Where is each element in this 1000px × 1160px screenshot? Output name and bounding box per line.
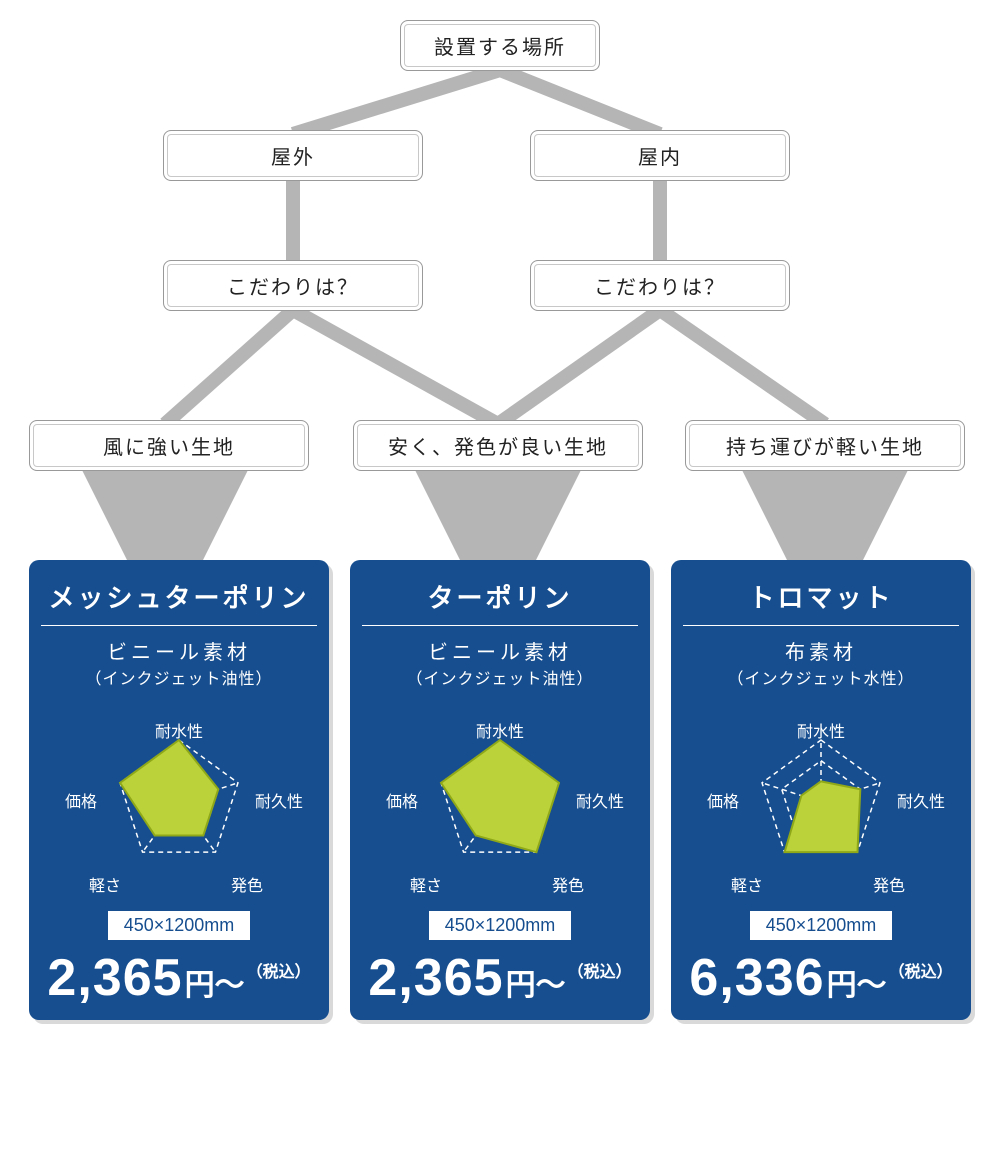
flowchart-container: 設置する場所屋外 屋内こだわりは？ こだわりは？ 風に強い生地安く、発色が良い生地持ち… [0,0,1000,1160]
node-l4-2: 持ち運びが軽い生地 [685,420,965,471]
product-material: 布素材 [683,636,959,665]
product-size: 450×1200mm [108,911,251,940]
price-tax: （税込） [889,958,953,982]
node-l2-1: 屋内 [530,130,790,181]
node-l3-1: こだわりは？ [530,260,790,311]
price-unit: 円～ [827,960,887,1004]
radar-chart: 耐水性耐久性発色 軽さ 価格 [49,697,309,897]
radar-axis-label: 発色 [873,872,905,896]
radar-axis-label: 耐水性 [155,718,203,742]
price-number: 6,336 [689,948,824,1008]
radar-axis-label: 軽さ [89,872,121,896]
node-l2-0: 屋外 [163,130,423,181]
product-title: メッシュターポリン [41,578,317,626]
radar-axis-label: 価格 [386,788,418,812]
node-l3-0: こだわりは？ [163,260,423,311]
product-size: 450×1200mm [750,911,893,940]
product-material: ビニール素材 [362,636,638,665]
node-l4-1: 安く、発色が良い生地 [353,420,643,471]
product-title: ターポリン [362,578,638,626]
radar-axis-label: 耐水性 [797,718,845,742]
product-card-2: トロマット布素材（インクジェット水性） 耐水性耐久性発色 軽さ 価格 450×1200m… [671,560,971,1020]
radar-axis-label: 価格 [707,788,739,812]
product-material: ビニール素材 [41,636,317,665]
radar-chart: 耐水性耐久性発色 軽さ 価格 [370,697,630,897]
radar-chart: 耐水性耐久性発色 軽さ 価格 [691,697,951,897]
radar-axis-label: 耐水性 [476,718,524,742]
radar-axis-label: 耐久性 [255,788,303,812]
product-price-row: 2,365円～（税込） [41,948,317,1008]
radar-axis-label: 耐久性 [897,788,945,812]
price-tax: （税込） [568,958,632,982]
product-title: トロマット [683,578,959,626]
radar-axis-label: 価格 [65,788,97,812]
product-ink: （インクジェット水性） [683,665,959,689]
price-unit: 円～ [185,960,245,1004]
product-card-0: メッシュターポリンビニール素材（インクジェット油性） 耐水性耐久性発色 軽さ 価格 45… [29,560,329,1020]
price-number: 2,365 [47,948,182,1008]
product-price-row: 6,336円～（税込） [683,948,959,1008]
radar-axis-label: 発色 [231,872,263,896]
product-ink: （インクジェット油性） [362,665,638,689]
radar-axis-label: 発色 [552,872,584,896]
price-number: 2,365 [368,948,503,1008]
radar-axis-label: 軽さ [731,872,763,896]
node-l4-0: 風に強い生地 [29,420,309,471]
node-root: 設置する場所 [400,20,600,71]
price-unit: 円～ [506,960,566,1004]
product-price-row: 2,365円～（税込） [362,948,638,1008]
product-card-1: ターポリンビニール素材（インクジェット油性） 耐水性耐久性発色 軽さ 価格 450×12… [350,560,650,1020]
product-ink: （インクジェット油性） [41,665,317,689]
radar-axis-label: 耐久性 [576,788,624,812]
product-size: 450×1200mm [429,911,572,940]
price-tax: （税込） [247,958,311,982]
connector-svg [0,0,1000,560]
radar-axis-label: 軽さ [410,872,442,896]
